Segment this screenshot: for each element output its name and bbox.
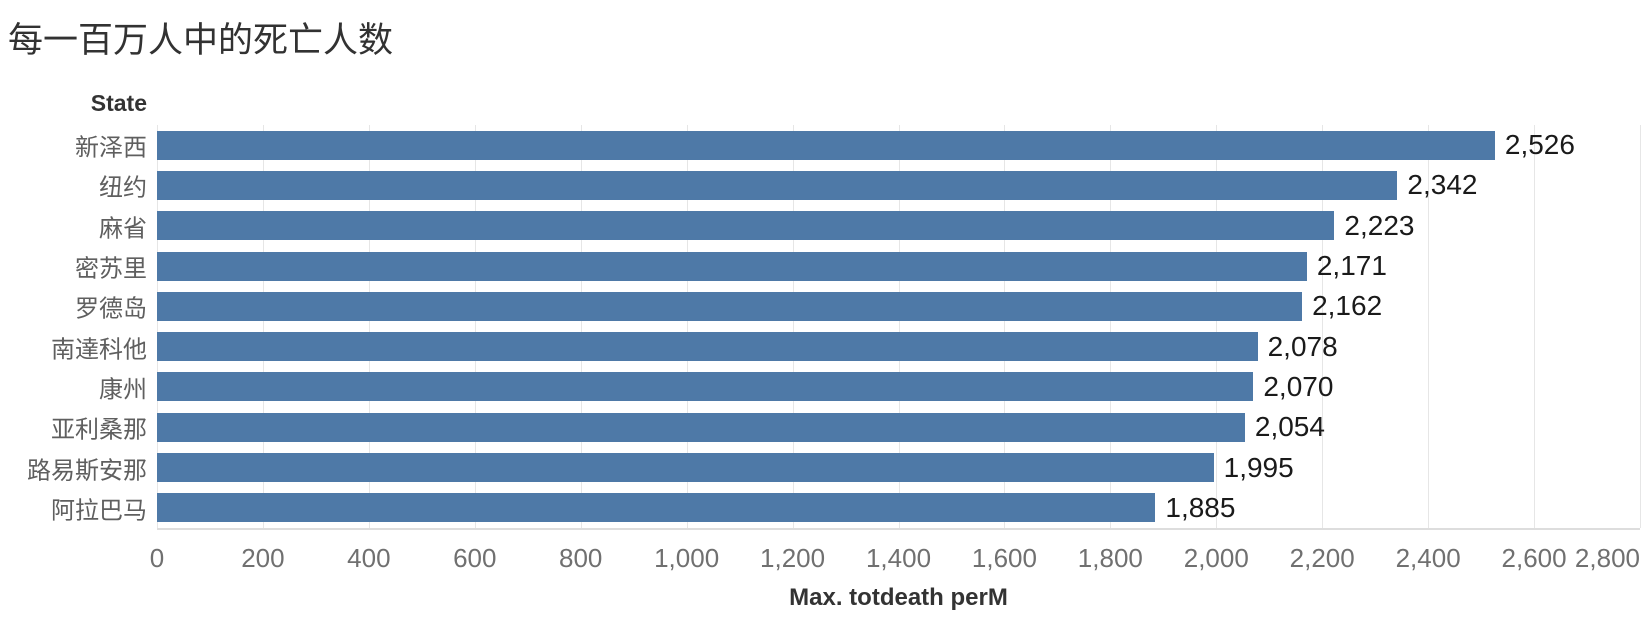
- bar-row: 康州 2,070: [99, 367, 1640, 407]
- bar[interactable]: [157, 170, 1398, 200]
- row-label[interactable]: 罗德岛: [75, 295, 147, 323]
- bar-value-label: 2,070: [1263, 370, 1334, 402]
- bar-value-label: 2,162: [1312, 290, 1383, 322]
- x-tick-label: 1,200: [760, 543, 826, 573]
- bar-row: 罗德岛 2,162: [75, 286, 1640, 326]
- row-axis-header: State: [90, 90, 147, 116]
- row-label[interactable]: 阿拉巴马: [51, 497, 147, 525]
- bar-rows: 新泽西 2,526 纽约 2,342 麻省 2,223 密苏里 2,171 罗德岛 2,162 南達…: [27, 125, 1640, 528]
- row-label[interactable]: 亚利桑那: [51, 416, 147, 444]
- x-tick-label: 600: [453, 543, 497, 573]
- bar-value-label: 2,526: [1504, 129, 1575, 161]
- bar[interactable]: [157, 291, 1303, 321]
- bar-row: 阿拉巴马 1,885: [51, 488, 1640, 528]
- bar[interactable]: [157, 493, 1156, 523]
- bar[interactable]: [157, 332, 1258, 362]
- x-tick-label: 2,600: [1501, 543, 1567, 573]
- bar[interactable]: [157, 211, 1335, 241]
- x-tick-label: 0: [149, 543, 165, 573]
- x-tick-label: 1,400: [865, 543, 932, 573]
- x-tick-label: 2,000: [1183, 543, 1249, 573]
- gridline: [157, 125, 158, 528]
- x-tick-label: 200: [241, 543, 285, 573]
- bar-value-label: 2,078: [1267, 330, 1338, 362]
- x-tick-label: 2,200: [1289, 543, 1355, 573]
- row-label[interactable]: 纽约: [99, 174, 147, 202]
- gridline: [1640, 125, 1641, 528]
- x-tick-label: 1,600: [971, 543, 1037, 573]
- gridline: [792, 125, 794, 528]
- gridline: [1004, 125, 1006, 528]
- gridline: [1534, 125, 1536, 528]
- bar-value-label: 1,885: [1165, 491, 1236, 523]
- gridline: [1428, 125, 1430, 528]
- bar-value-label: 2,342: [1407, 169, 1478, 201]
- gridline: [262, 125, 264, 528]
- row-label[interactable]: 麻省: [99, 215, 147, 243]
- bar[interactable]: [157, 453, 1214, 483]
- bar[interactable]: [157, 130, 1495, 160]
- gridline: [1216, 125, 1218, 528]
- x-tick-label: 800: [559, 543, 603, 573]
- row-label[interactable]: 路易斯安那: [27, 457, 147, 485]
- x-tick-label: 400: [347, 543, 391, 573]
- bar[interactable]: [157, 251, 1307, 281]
- gridline: [686, 125, 688, 528]
- gridline: [368, 125, 370, 528]
- gridline: [580, 125, 582, 528]
- bar[interactable]: [157, 372, 1254, 402]
- x-tick-label: 1,800: [1077, 543, 1143, 573]
- x-tick-label: 2,400: [1395, 543, 1461, 573]
- row-label[interactable]: 南達科他: [51, 336, 147, 364]
- bar-row: 路易斯安那 1,995: [27, 447, 1640, 487]
- gridline: [474, 125, 476, 528]
- row-label[interactable]: 康州: [99, 376, 147, 404]
- bar-row: 亚利桑那 2,054: [51, 407, 1640, 447]
- x-axis-title: Max. totdeath perM: [789, 584, 1008, 611]
- bar-row: 纽约 2,342: [99, 165, 1640, 205]
- row-label[interactable]: 密苏里: [75, 255, 147, 283]
- x-axis: 0 200 400 600 800 1,000 1,200 1,400 1,600 1,800 2,…: [150, 543, 1640, 575]
- bar-value-label: 2,054: [1254, 411, 1325, 443]
- x-tick-label: 1,000: [654, 543, 720, 573]
- gridline: [1110, 125, 1112, 528]
- x-tick-label: 2,800: [1574, 543, 1640, 573]
- bar-value-label: 2,223: [1344, 209, 1415, 241]
- gridline: [1322, 125, 1324, 528]
- bar-row: 密苏里 2,171: [75, 246, 1640, 286]
- bar-row: 麻省 2,223: [99, 206, 1640, 246]
- plot-area: 新泽西 2,526 纽约 2,342 麻省 2,223 密苏里 2,171 罗德岛 2,162 南達…: [27, 125, 1641, 530]
- gridline: [898, 125, 900, 528]
- bar-row: 新泽西 2,526: [75, 125, 1640, 165]
- row-label[interactable]: 新泽西: [75, 134, 147, 162]
- bar-value-label: 1,995: [1223, 451, 1294, 483]
- bar[interactable]: [157, 412, 1245, 442]
- chart-title: 每一百万人中的死亡人数: [8, 21, 394, 60]
- bar-row: 南達科他 2,078: [51, 326, 1640, 366]
- bar-value-label: 2,171: [1316, 250, 1387, 282]
